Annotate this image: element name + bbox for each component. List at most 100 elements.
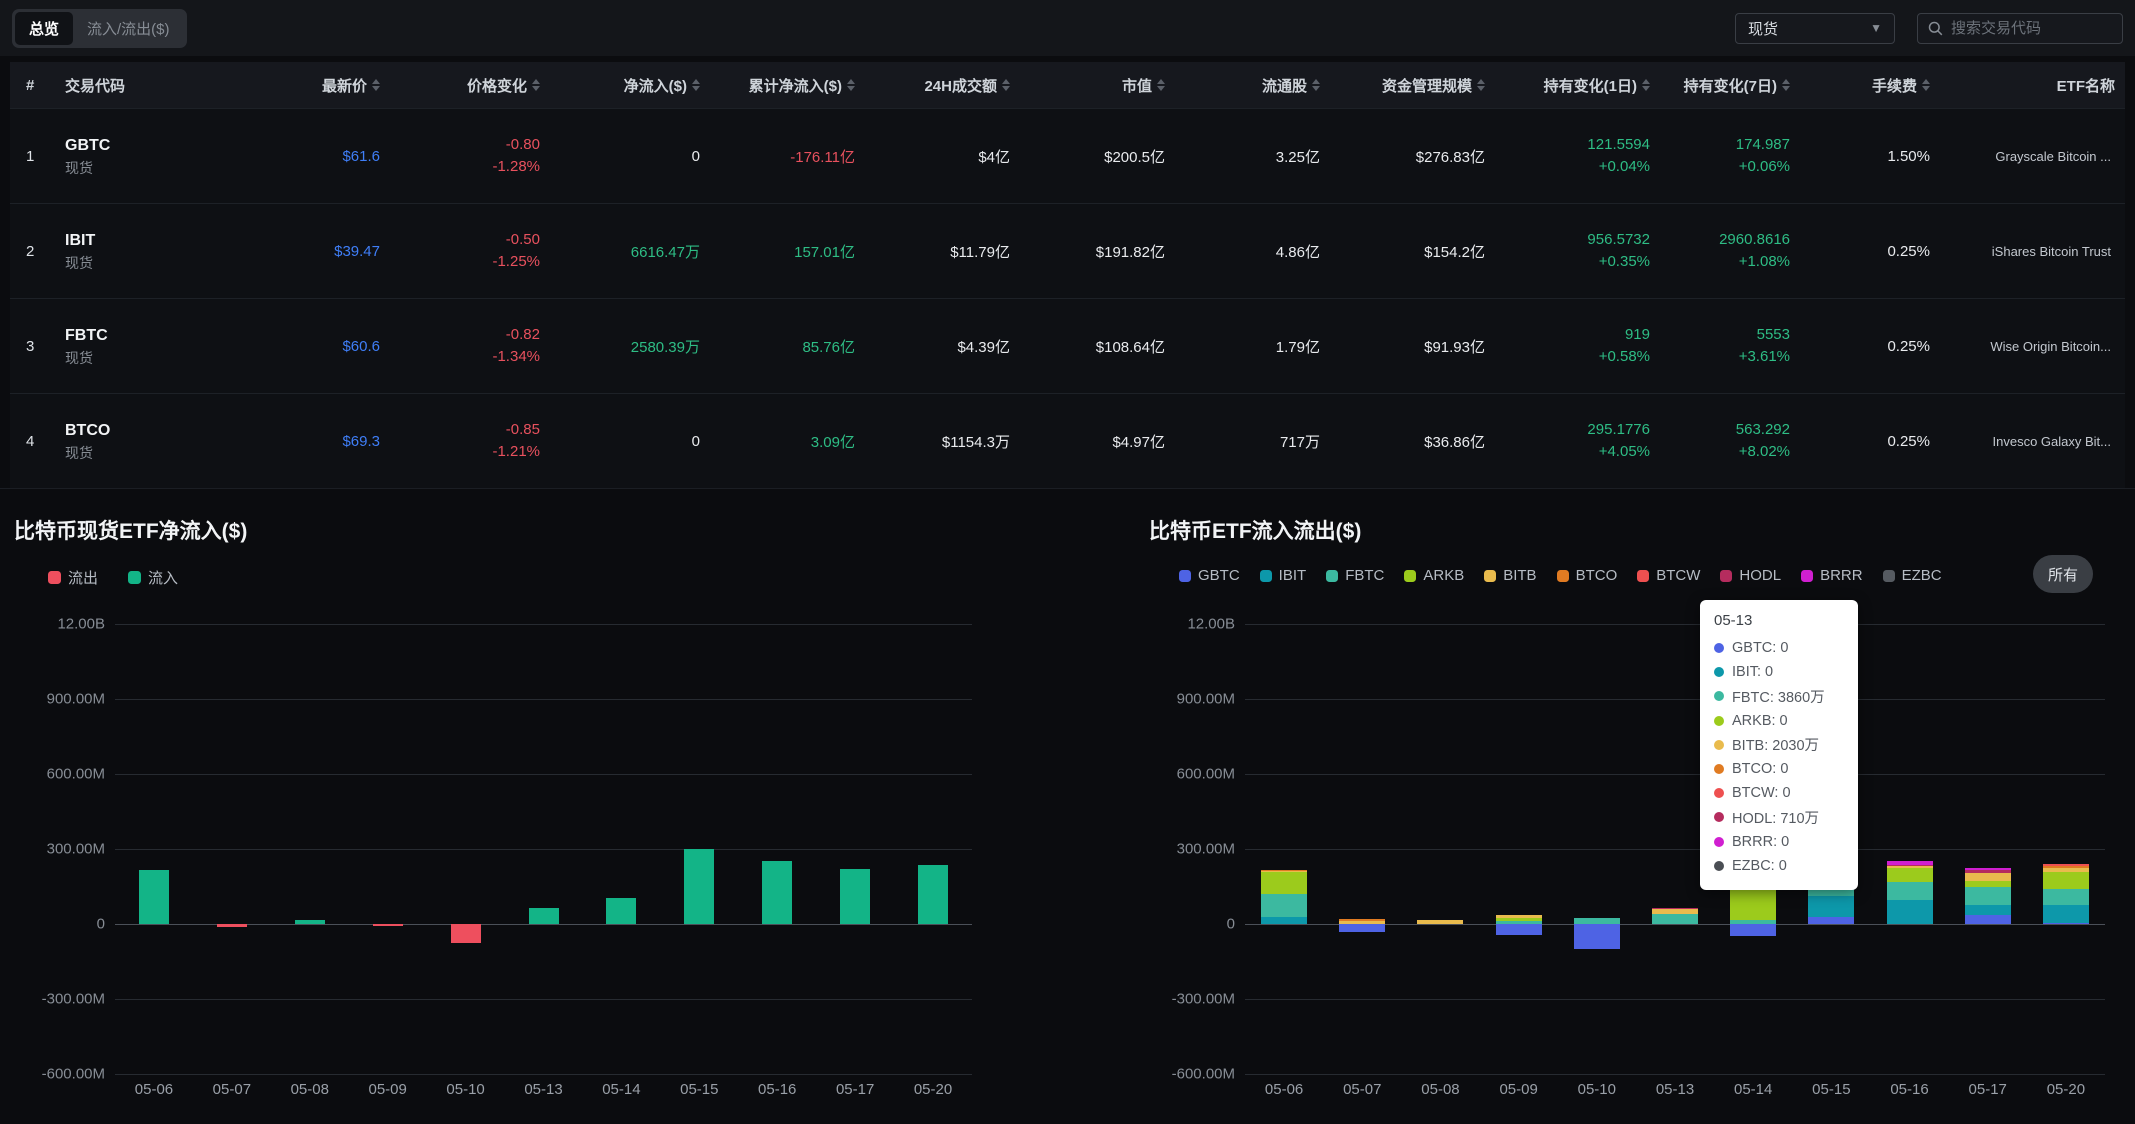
column-header-11[interactable]: 持有变化(7日) <box>1660 75 1800 96</box>
bar-segment-ARKB-05-16[interactable] <box>1886 868 1933 882</box>
bar-segment-BITB-05-13[interactable] <box>1652 909 1698 915</box>
column-header-6[interactable]: 24H成交额 <box>865 75 1020 96</box>
column-header-3[interactable]: 价格变化 <box>390 75 550 96</box>
column-header-8[interactable]: 流通股 <box>1175 75 1330 96</box>
column-header-10[interactable]: 持有变化(1日) <box>1495 75 1660 96</box>
bar-05-07[interactable] <box>216 924 247 927</box>
bar-05-13[interactable] <box>528 907 559 924</box>
gridline <box>115 699 972 700</box>
bar-segment-GBTC-05-09[interactable] <box>1495 924 1542 935</box>
column-header-2[interactable]: 最新价 <box>230 75 390 96</box>
bar-segment-GBTC-05-15[interactable] <box>1808 917 1855 924</box>
shares-outstanding-cell: 3.25亿 <box>1275 148 1320 166</box>
bar-segment-BITB-05-20[interactable] <box>2042 867 2089 873</box>
sort-down-arrow <box>692 86 700 91</box>
column-header-12[interactable]: 手续费 <box>1800 75 1940 96</box>
bar-segment-IBIT-05-17[interactable] <box>1964 904 2011 915</box>
bar-05-14[interactable] <box>606 898 637 924</box>
bar-05-06[interactable] <box>138 870 169 924</box>
bar-05-08[interactable] <box>294 920 325 924</box>
bar-segment-FBTC-05-16[interactable] <box>1886 882 1933 900</box>
y-axis-tick-label: 900.00M <box>46 690 105 708</box>
bar-segment-BITB-05-08[interactable] <box>1417 920 1464 924</box>
bar-segment-FBTC-05-06[interactable] <box>1261 893 1308 917</box>
price-cell: $61.6 <box>342 147 380 165</box>
bar-segment-BITB-05-06[interactable] <box>1261 870 1308 872</box>
bar-segment-FBTC-05-14[interactable] <box>1730 920 1777 924</box>
column-header-9[interactable]: 资金管理规模 <box>1330 75 1495 96</box>
gridline <box>1245 699 2105 700</box>
column-header-5[interactable]: 累计净流入($) <box>710 75 865 96</box>
bar-05-15[interactable] <box>684 849 715 924</box>
column-header-7[interactable]: 市值 <box>1020 75 1175 96</box>
table-row[interactable]: 2 IBIT 现货 $39.47 -0.50 -1.25% 6616.47万 157.01亿 $… <box>10 203 2125 298</box>
bar-segment-GBTC-05-20[interactable] <box>2042 922 2089 924</box>
sort-down-arrow <box>1312 86 1320 91</box>
bar-05-09[interactable] <box>372 924 403 926</box>
bar-segment-GBTC-05-07[interactable] <box>1339 924 1386 932</box>
legend-item-BTCO[interactable]: BTCO <box>1556 567 1617 584</box>
sort-up-arrow <box>847 79 855 84</box>
bar-05-20[interactable] <box>918 865 949 924</box>
bar-segment-BRRR-05-17[interactable] <box>1964 867 2011 870</box>
search-input[interactable] <box>1951 19 2112 37</box>
table-row[interactable]: 1 GBTC 现货 $61.6 -0.80 -1.28% 0 -176.11亿 $4亿 $200.… <box>10 108 2125 203</box>
bar-segment-BTCW-05-20[interactable] <box>2042 864 2089 866</box>
legend-item-BTCW[interactable]: BTCW <box>1637 567 1700 584</box>
sort-down-arrow <box>532 86 540 91</box>
tab-inflow-outflow[interactable]: 流入/流出($) <box>73 12 184 45</box>
bar-segment-BITB-05-07[interactable] <box>1339 920 1386 924</box>
legend-item-GBTC[interactable]: GBTC <box>1179 567 1240 584</box>
market-type-select[interactable]: 现货 ▼ <box>1735 12 1895 44</box>
bar-segment-FBTC-05-13[interactable] <box>1652 914 1698 924</box>
table-row[interactable]: 4 BTCO 现货 $69.3 -0.85 -1.21% 0 3.09亿 $1154.3万 $4.… <box>10 393 2125 488</box>
bar-05-16[interactable] <box>762 860 793 924</box>
tab-overview[interactable]: 总览 <box>15 11 74 45</box>
legend-item-BRRR[interactable]: BRRR <box>1801 567 1863 584</box>
legend-item-IBIT[interactable]: IBIT <box>1259 567 1306 584</box>
legend-item-流入[interactable]: 流入 <box>128 567 178 588</box>
bar-segment-GBTC-05-17[interactable] <box>1964 915 2011 924</box>
bar-segment-BRRR-05-16[interactable] <box>1886 860 1933 866</box>
bar-segment-IBIT-05-20[interactable] <box>2042 904 2089 923</box>
bar-segment-ARKB-05-17[interactable] <box>1964 880 2011 887</box>
bar-segment-ARKB-05-09[interactable] <box>1495 918 1542 921</box>
shares-outstanding-cell: 717万 <box>1279 433 1320 451</box>
bar-05-17[interactable] <box>840 868 871 924</box>
legend-item-ARKB[interactable]: ARKB <box>1404 567 1464 584</box>
right-chart-title: 比特币ETF流入流出($) <box>1149 520 1362 543</box>
legend-item-FBTC[interactable]: FBTC <box>1326 567 1384 584</box>
bar-segment-HODL-05-17[interactable] <box>1964 870 2011 873</box>
bar-05-10[interactable] <box>450 924 481 944</box>
legend-item-流出[interactable]: 流出 <box>48 567 98 588</box>
bar-segment-ARKB-05-20[interactable] <box>2042 872 2089 889</box>
bar-segment-BITB-05-09[interactable] <box>1495 915 1542 918</box>
bar-segment-IBIT-05-15[interactable] <box>1808 895 1855 917</box>
legend-item-BITB[interactable]: BITB <box>1484 567 1537 584</box>
all-button[interactable]: 所有 <box>2033 555 2094 593</box>
bar-segment-IBIT-05-06[interactable] <box>1261 916 1308 924</box>
bar-segment-FBTC-05-20[interactable] <box>2042 888 2089 905</box>
bar-segment-FBTC-05-09[interactable] <box>1495 920 1542 924</box>
search-box[interactable] <box>1917 12 2123 44</box>
bar-segment-HODL-05-16[interactable] <box>1886 865 1933 867</box>
column-header-4[interactable]: 净流入($) <box>550 75 710 96</box>
legend-item-EZBC[interactable]: EZBC <box>1882 567 1942 584</box>
bar-segment-BITB-05-16[interactable] <box>1886 866 1933 869</box>
bar-segment-ARKB-05-06[interactable] <box>1261 872 1308 894</box>
bar-segment-ARKB-05-14[interactable] <box>1730 890 1777 921</box>
bar-segment-GBTC-05-14[interactable] <box>1730 924 1777 936</box>
bar-segment-BITB-05-17[interactable] <box>1964 873 2011 881</box>
bar-segment-BTCO-05-20[interactable] <box>2042 865 2089 868</box>
sort-icon <box>1002 79 1010 91</box>
etf-name-cell: Wise Origin Bitcoin... <box>1990 338 2111 354</box>
bar-segment-FBTC-05-17[interactable] <box>1964 886 2011 905</box>
bar-segment-GBTC-05-10[interactable] <box>1573 924 1620 950</box>
table-row[interactable]: 3 FBTC 现货 $60.6 -0.82 -1.34% 2580.39万 85.76亿 $4.… <box>10 298 2125 393</box>
bar-segment-FBTC-05-10[interactable] <box>1573 918 1620 924</box>
bar-segment-HODL-05-13[interactable] <box>1652 907 1698 910</box>
bar-segment-BTCO-05-06[interactable] <box>1261 869 1308 871</box>
legend-item-HODL[interactable]: HODL <box>1720 567 1781 584</box>
bar-segment-IBIT-05-16[interactable] <box>1886 899 1933 924</box>
bar-segment-BTCO-05-07[interactable] <box>1339 918 1386 921</box>
